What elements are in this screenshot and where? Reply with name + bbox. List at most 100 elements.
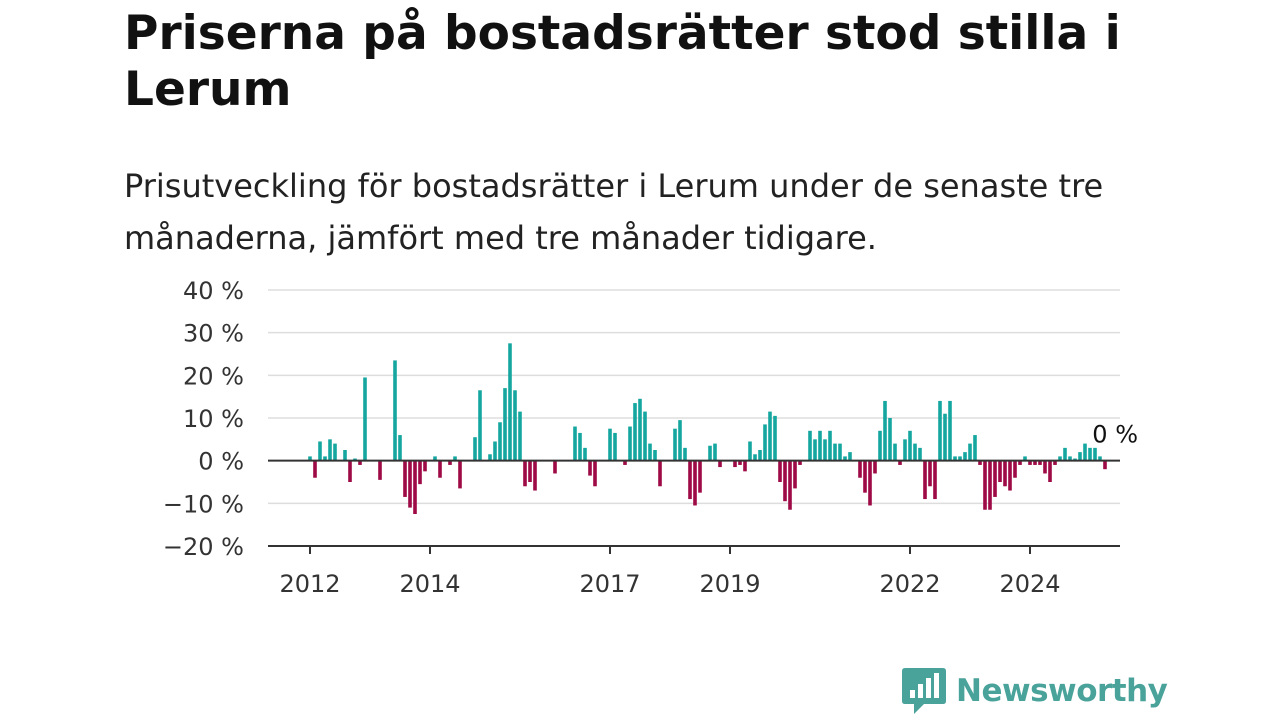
bar	[403, 460, 407, 497]
bar	[593, 460, 597, 487]
bar	[973, 435, 977, 461]
bar	[363, 377, 367, 461]
bar	[898, 460, 902, 465]
bar	[833, 443, 837, 461]
bar	[883, 400, 887, 461]
y-tick-label: 10 %	[183, 405, 244, 433]
bar	[613, 432, 617, 461]
bar	[378, 460, 382, 480]
bar	[858, 460, 862, 478]
bar	[873, 460, 877, 474]
bar	[848, 452, 852, 461]
bar	[933, 460, 937, 500]
bar	[1038, 460, 1042, 465]
bar	[518, 411, 522, 461]
newsworthy-logo-icon	[902, 668, 946, 714]
bar	[418, 460, 422, 485]
bar	[308, 456, 312, 461]
bar	[1103, 460, 1107, 470]
bar	[1028, 460, 1032, 465]
newsworthy-wordmark: Newsworthy	[956, 673, 1168, 709]
bar	[948, 400, 952, 461]
bar	[658, 460, 662, 487]
bar	[1003, 460, 1007, 487]
bar	[718, 460, 722, 468]
x-tick-label: 2019	[699, 570, 760, 598]
bar	[923, 460, 927, 500]
bar	[778, 460, 782, 482]
bar	[958, 456, 962, 461]
bar	[818, 430, 822, 461]
bar	[763, 424, 767, 461]
bar	[448, 460, 452, 465]
bar	[983, 460, 987, 510]
bar	[743, 460, 747, 472]
bar	[453, 456, 457, 461]
bar	[783, 460, 787, 502]
bar	[1013, 460, 1017, 478]
bar	[1008, 460, 1012, 491]
x-tick-label: 2014	[399, 570, 460, 598]
bar	[823, 439, 827, 461]
bar	[998, 460, 1002, 482]
bar	[633, 403, 637, 461]
x-tick-label: 2024	[999, 570, 1060, 598]
bar	[978, 460, 982, 465]
bar	[323, 456, 327, 461]
bar	[868, 460, 872, 506]
bar	[503, 388, 507, 461]
bar	[638, 398, 642, 461]
bar	[808, 430, 812, 461]
y-tick-label: 30 %	[183, 320, 244, 348]
bar	[458, 460, 462, 489]
bar	[498, 422, 502, 461]
bar	[343, 450, 347, 461]
bar	[333, 443, 337, 461]
bar	[683, 447, 687, 461]
bar	[693, 460, 697, 506]
bar	[1083, 443, 1087, 461]
bar	[553, 460, 557, 474]
y-tick-label: 0 %	[198, 448, 244, 476]
bar	[1018, 460, 1022, 465]
bar	[1063, 447, 1067, 461]
bar	[398, 435, 402, 461]
bar	[643, 411, 647, 461]
bar	[1053, 460, 1057, 465]
bar	[903, 439, 907, 461]
x-tick-label: 2012	[279, 570, 340, 598]
y-tick-label: 40 %	[183, 277, 244, 305]
bar	[393, 360, 397, 461]
bar	[863, 460, 867, 493]
bar	[508, 343, 512, 461]
bar	[698, 460, 702, 493]
bar	[843, 456, 847, 461]
bar	[583, 447, 587, 461]
bar	[673, 428, 677, 461]
bar	[738, 460, 742, 465]
bar	[588, 460, 592, 476]
bar	[1023, 456, 1027, 461]
bar	[1088, 447, 1092, 461]
bar	[918, 447, 922, 461]
bar	[478, 390, 482, 461]
bar	[908, 430, 912, 461]
bar	[433, 456, 437, 461]
bar	[1073, 458, 1077, 461]
bar	[533, 460, 537, 491]
x-tick-label: 2022	[879, 570, 940, 598]
bar	[653, 450, 657, 461]
bar	[1048, 460, 1052, 482]
bar	[788, 460, 792, 510]
chart-title: Priserna på bostadsrätter stod stilla i …	[124, 6, 1121, 117]
bar	[328, 439, 332, 461]
bar	[348, 460, 352, 482]
bar	[438, 460, 442, 478]
bar	[1043, 460, 1047, 474]
bar	[878, 430, 882, 461]
axes: 40 % 30 % 20 % 10 % 0 % −10 % −20 % 2012 2014 201…	[163, 277, 1138, 598]
bar	[733, 460, 737, 468]
bar	[423, 460, 427, 472]
bar	[628, 426, 632, 461]
bar	[793, 460, 797, 489]
